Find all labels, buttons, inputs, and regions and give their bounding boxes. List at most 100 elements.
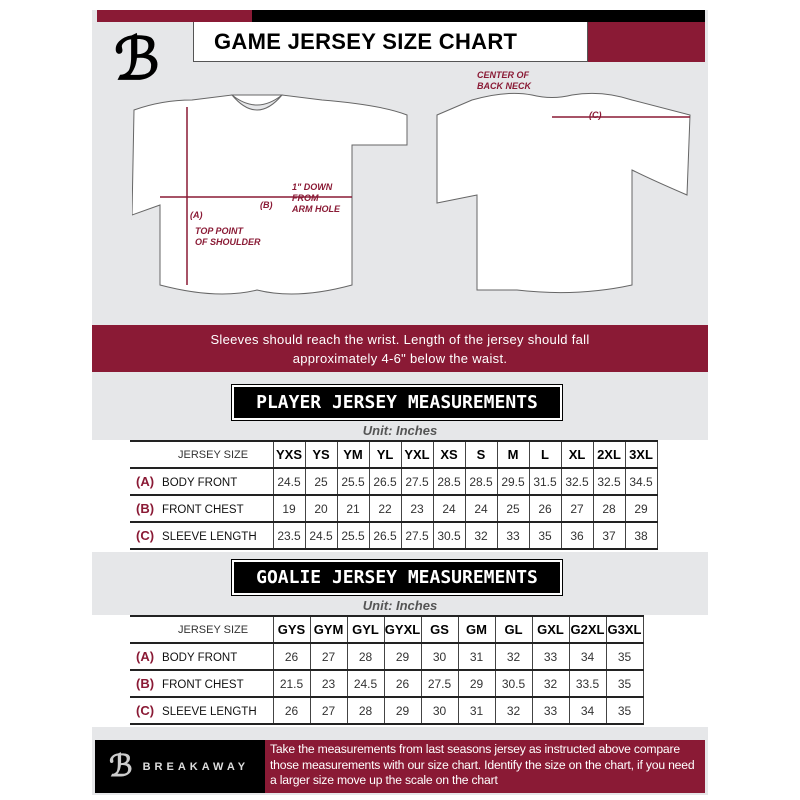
jersey-diagram xyxy=(132,92,691,295)
table-cell: 27 xyxy=(309,697,348,725)
size-header: YL xyxy=(368,440,402,469)
table-cell: 26 xyxy=(383,670,422,698)
size-header: XL xyxy=(560,440,594,469)
front-jersey xyxy=(132,94,408,295)
size-header: YS xyxy=(304,440,338,469)
size-header: 3XL xyxy=(624,440,658,469)
title-accent xyxy=(588,22,705,62)
size-header: GM xyxy=(457,615,496,644)
table-cell: 24 xyxy=(464,495,498,523)
player-table-band: JERSEY SIZE YXS YS YM YL YXL XS S M L XL 2XL 3XL (A) B… xyxy=(92,440,708,552)
row-label: (A) BODY FRONT xyxy=(130,643,273,671)
table-cell: 26.5 xyxy=(368,468,402,496)
row-code: (A) xyxy=(136,474,155,489)
table-cell: 32.5 xyxy=(592,468,626,496)
page-title: GAME JERSEY SIZE CHART xyxy=(193,22,588,62)
row-code: (C) xyxy=(136,703,155,718)
label-c-desc: CENTER OF BACK NECK xyxy=(477,70,531,91)
size-header: G2XL xyxy=(568,615,607,644)
table-cell: 30 xyxy=(420,643,459,671)
table-row: (B) FRONT CHEST 21.5 23 24.5 26 27.5 29 30.5 32 33… xyxy=(130,670,644,698)
table-cell: 26.5 xyxy=(368,522,402,550)
table-cell: 23.5 xyxy=(272,522,306,550)
row-code: (A) xyxy=(136,649,155,664)
size-label: JERSEY SIZE xyxy=(130,615,273,644)
table-cell: 29.5 xyxy=(496,468,530,496)
footer-logo: ℬ xyxy=(109,749,133,784)
table-cell: 26 xyxy=(528,495,562,523)
table-cell: 21 xyxy=(336,495,370,523)
row-label: (C) SLEEVE LENGTH xyxy=(130,697,273,725)
table-cell: 24.5 xyxy=(272,468,306,496)
size-header: M xyxy=(496,440,530,469)
table-cell: 28 xyxy=(346,697,385,725)
table-cell: 28 xyxy=(346,643,385,671)
table-row: (B) FRONT CHEST 19 20 21 22 23 24 24 25 26 27 28 29 xyxy=(130,495,658,523)
row-label: (B) FRONT CHEST xyxy=(130,670,273,698)
table-cell: 32 xyxy=(494,643,533,671)
table-cell: 31 xyxy=(457,643,496,671)
table-cell: 29 xyxy=(383,643,422,671)
back-jersey xyxy=(436,92,691,294)
table-cell: 26 xyxy=(272,643,311,671)
table-cell: 24.5 xyxy=(304,522,338,550)
table-row: (C) SLEEVE LENGTH 26 27 28 29 30 31 32 33 34 35 xyxy=(130,697,644,725)
table-cell: 23 xyxy=(309,670,348,698)
size-label: JERSEY SIZE xyxy=(130,440,273,469)
table-cell: 24.5 xyxy=(346,670,385,698)
table-cell: 27.5 xyxy=(420,670,459,698)
size-header: G3XL xyxy=(605,615,644,644)
size-header: GS xyxy=(420,615,459,644)
table-cell: 19 xyxy=(272,495,306,523)
player-heading: PLAYER JERSEY MEASUREMENTS xyxy=(231,384,563,421)
label-b-desc: 1" DOWN FROM ARM HOLE xyxy=(292,182,340,214)
table-cell: 30 xyxy=(420,697,459,725)
player-table: JERSEY SIZE YXS YS YM YL YXL XS S M L XL 2XL 3XL (A) B… xyxy=(130,440,658,550)
goalie-table-band: JERSEY SIZE GYS GYM GYL GYXL GS GM GL GXL G2XL G3X… xyxy=(92,615,708,727)
label-a-desc: TOP POINT OF SHOULDER xyxy=(195,226,261,247)
table-cell: 35 xyxy=(605,670,644,698)
goalie-heading: GOALIE JERSEY MEASUREMENTS xyxy=(231,559,563,596)
row-label: (A) BODY FRONT xyxy=(130,468,273,496)
row-name: SLEEVE LENGTH xyxy=(162,531,257,543)
table-cell: 28.5 xyxy=(464,468,498,496)
table-cell: 29 xyxy=(383,697,422,725)
row-code: (B) xyxy=(136,501,155,516)
size-header: GYS xyxy=(272,615,311,644)
table-cell: 30.5 xyxy=(494,670,533,698)
table-cell: 27 xyxy=(309,643,348,671)
table-cell: 24 xyxy=(432,495,466,523)
table-cell: 30.5 xyxy=(432,522,466,550)
size-header-row: JERSEY SIZE GYS GYM GYL GYXL GS GM GL GXL G2XL G3X… xyxy=(130,615,644,644)
table-cell: 37 xyxy=(592,522,626,550)
row-name: FRONT CHEST xyxy=(162,679,244,691)
table-cell: 28.5 xyxy=(432,468,466,496)
size-header: YM xyxy=(336,440,370,469)
table-row: (A) BODY FRONT 26 27 28 29 30 31 32 33 34 35 xyxy=(130,643,644,671)
table-cell: 32 xyxy=(464,522,498,550)
table-cell: 33 xyxy=(496,522,530,550)
table-cell: 38 xyxy=(624,522,658,550)
table-cell: 33 xyxy=(531,697,570,725)
table-cell: 20 xyxy=(304,495,338,523)
table-cell: 34.5 xyxy=(624,468,658,496)
row-code: (B) xyxy=(136,676,155,691)
table-cell: 25.5 xyxy=(336,522,370,550)
size-header: 2XL xyxy=(592,440,626,469)
label-a: (A) xyxy=(190,210,203,220)
table-cell: 25 xyxy=(496,495,530,523)
top-bar xyxy=(252,10,705,22)
table-cell: 28 xyxy=(592,495,626,523)
brand-logo: ℬ xyxy=(114,25,160,93)
goalie-unit: Unit: Inches xyxy=(362,598,438,613)
table-cell: 27.5 xyxy=(400,522,434,550)
table-cell: 35 xyxy=(605,697,644,725)
size-header: GYL xyxy=(346,615,385,644)
top-bar-accent xyxy=(97,10,252,22)
table-cell: 33.5 xyxy=(568,670,607,698)
table-cell: 23 xyxy=(400,495,434,523)
table-cell: 32 xyxy=(531,670,570,698)
table-cell: 21.5 xyxy=(272,670,311,698)
table-cell: 31 xyxy=(457,697,496,725)
table-row: (C) SLEEVE LENGTH 23.5 24.5 25.5 26.5 27.5 30.5… xyxy=(130,522,658,550)
